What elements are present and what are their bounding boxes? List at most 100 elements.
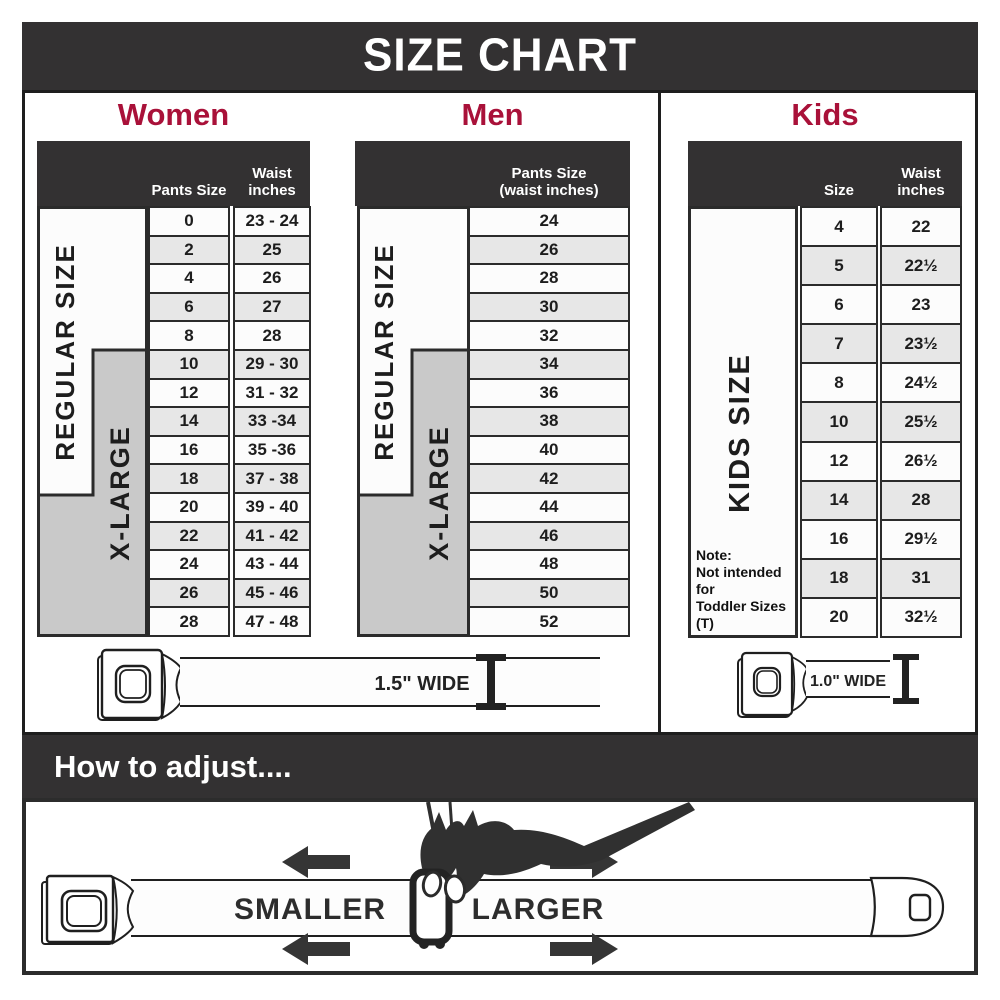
fingertip xyxy=(443,874,467,904)
table-cell: 42 xyxy=(468,463,630,494)
women-col1-header: Pants Size xyxy=(151,182,227,199)
table-cell-waist: 22 xyxy=(880,206,962,248)
men-col-header: Pants Size (waist inches) xyxy=(499,165,599,199)
adjust-belt-strap xyxy=(131,880,874,936)
kids-buckle-latch xyxy=(790,655,809,713)
table-cell-size: 16 xyxy=(800,518,878,560)
table-cell-size: 7 xyxy=(800,323,878,365)
larger-label: LARGER xyxy=(472,893,605,926)
table-cell-size: 10 xyxy=(148,348,230,380)
kids-col1-header: Size xyxy=(823,182,854,199)
kids-table-header: Size Waist inches xyxy=(688,141,962,206)
adult-buckle-button-inner xyxy=(119,669,147,699)
table-cell: 44 xyxy=(468,491,630,523)
table-cell-size: 12 xyxy=(148,377,230,409)
table-cell-size: 0 xyxy=(148,206,230,237)
table-cell-waist: 26½ xyxy=(880,440,962,482)
table-cell: 46 xyxy=(468,520,630,552)
table-cell-waist: 25 xyxy=(233,234,311,266)
table-cell: 24 xyxy=(468,206,630,237)
smaller-label: SMALLER xyxy=(234,893,386,926)
adult-width-ibeam xyxy=(476,654,506,710)
table-cell-waist: 43 - 44 xyxy=(233,549,311,580)
kids-heading: Kids xyxy=(791,97,859,132)
kids-belt-strap xyxy=(806,662,890,696)
adult-belt-strap xyxy=(180,659,600,705)
table-cell-waist: 39 - 40 xyxy=(233,491,311,523)
chart-area: Women Pants Size Waist inches REGULAR SI… xyxy=(22,90,978,735)
table-cell-waist: 47 - 48 xyxy=(233,606,311,637)
table-cell-size: 28 xyxy=(148,606,230,637)
table-cell: 48 xyxy=(468,549,630,580)
kids-buckle-button-inner xyxy=(756,670,778,694)
women-xlarge-label: X-LARGE xyxy=(105,425,135,561)
table-cell-size: 10 xyxy=(800,401,878,443)
table-cell-waist: 24½ xyxy=(880,362,962,404)
hand-icon xyxy=(420,802,695,896)
table-cell-waist: 22½ xyxy=(880,245,962,287)
table-cell-size: 6 xyxy=(800,284,878,326)
table-cell-waist: 26 xyxy=(233,263,311,294)
women-heading: Women xyxy=(117,97,230,132)
adjust-section-bar: How to adjust.... xyxy=(22,735,978,798)
table-cell-size: 4 xyxy=(800,206,878,248)
table-cell-waist: 23½ xyxy=(880,323,962,365)
adult-belt-width-label: 1.5" WIDE xyxy=(374,673,469,695)
men-regular-size-label: REGULAR SIZE xyxy=(369,243,399,461)
table-cell-waist: 23 - 24 xyxy=(233,206,311,237)
kids-belt-width-label: 1.0" WIDE xyxy=(810,673,886,690)
adult-strap-edges xyxy=(180,657,600,707)
table-cell-size: 20 xyxy=(148,491,230,523)
men-heading: Men xyxy=(461,97,524,132)
table-cell: 36 xyxy=(468,377,630,409)
table-cell: 40 xyxy=(468,434,630,466)
kids-belt-illustration: 1.0" WIDE xyxy=(737,651,919,718)
kids-waist-column: 22 22½ 23 23½ 24½ 25½ 26½ 28 29½ 31 32½ xyxy=(880,206,962,639)
kids-strap-edges xyxy=(806,660,890,698)
table-cell-waist: 28 xyxy=(880,479,962,521)
table-cell-waist: 41 - 42 xyxy=(233,520,311,552)
table-cell-size: 20 xyxy=(800,596,878,639)
table-cell-size: 6 xyxy=(148,291,230,323)
table-cell-size: 5 xyxy=(800,245,878,287)
table-cell-waist: 27 xyxy=(233,291,311,323)
table-cell-waist: 28 xyxy=(233,320,311,351)
table-cell-size: 8 xyxy=(148,320,230,351)
women-col2-header: Waist inches xyxy=(248,165,296,199)
kids-col2-header: Waist inches xyxy=(897,165,945,199)
table-cell-waist: 25½ xyxy=(880,401,962,443)
adjust-heading: How to adjust.... xyxy=(54,748,292,784)
table-cell-waist: 29½ xyxy=(880,518,962,560)
kids-size-column: 4 5 6 7 8 10 12 14 16 18 20 xyxy=(800,206,878,639)
page-title: SIZE CHART xyxy=(363,29,637,82)
table-cell-size: 24 xyxy=(148,549,230,580)
table-cell-waist: 29 - 30 xyxy=(233,348,311,380)
table-cell-waist: 23 xyxy=(880,284,962,326)
table-cell-waist: 32½ xyxy=(880,596,962,639)
table-cell: 52 xyxy=(468,606,630,637)
kids-size-group: KIDS SIZE Note: Not intended for Toddler… xyxy=(688,206,798,638)
women-size-group-labels: REGULAR SIZE X-LARGE xyxy=(37,206,148,637)
table-cell: 50 xyxy=(468,577,630,609)
table-cell: 26 xyxy=(468,234,630,266)
women-regular-size-label: REGULAR SIZE xyxy=(50,243,80,461)
table-cell-size: 16 xyxy=(148,434,230,466)
kids-note: Note: Not intended for Toddler Sizes (T) xyxy=(696,547,786,631)
smaller-arrows xyxy=(282,846,350,965)
section-divider xyxy=(658,93,661,732)
table-cell-waist: 45 - 46 xyxy=(233,577,311,609)
table-cell-size: 26 xyxy=(148,577,230,609)
adjust-belt-tip xyxy=(869,876,945,938)
men-table-header: Pants Size (waist inches) xyxy=(355,141,630,206)
table-cell-waist: 37 - 38 xyxy=(233,463,311,494)
belt-tip-hole xyxy=(908,893,932,922)
left-arrow-icon xyxy=(282,933,350,965)
right-arrow-icon xyxy=(550,933,618,965)
adjust-illustration-box: SMALLER LARGER xyxy=(22,798,978,975)
adult-buckle-latch xyxy=(160,652,183,720)
table-cell-waist: 31 - 32 xyxy=(233,377,311,409)
fingertip xyxy=(421,870,443,898)
table-cell-size: 22 xyxy=(148,520,230,552)
table-cell-waist: 33 -34 xyxy=(233,406,311,437)
